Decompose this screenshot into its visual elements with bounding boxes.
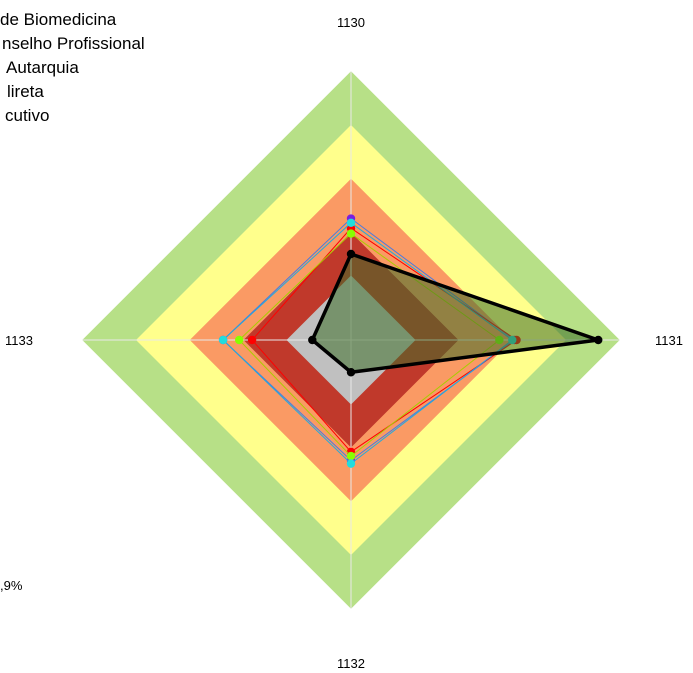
legend-label: Autarquia [6, 58, 79, 77]
radar-point [346, 249, 356, 259]
radar-series [218, 214, 603, 468]
radar-point [346, 229, 356, 238]
radar-point [594, 335, 603, 345]
legend-label: nselho Profissional [2, 34, 145, 53]
radar-point [346, 459, 356, 468]
legend-item: de Biomedicina [0, 8, 200, 32]
radar-series-group [308, 249, 603, 377]
legend-item: cutivo [0, 104, 200, 128]
legend-item: lireta [0, 80, 200, 104]
radar-axis-label: 1133 [5, 333, 33, 348]
note-line: ,9% [0, 578, 23, 593]
legend-item: Autarquia [0, 56, 200, 80]
legend-label: cutivo [5, 106, 50, 125]
radar-axis-label: 1132 [337, 656, 365, 671]
radar-point [308, 335, 317, 345]
radar-point [346, 218, 356, 228]
chart-note: ,9% [0, 575, 60, 597]
legend-label: lireta [7, 82, 44, 101]
radar-point [346, 368, 356, 377]
radar-axis-label: 1130 [337, 15, 365, 30]
radar-axis-labels: 1130 1131 1132 1133 [5, 15, 683, 671]
radar-point [235, 335, 244, 345]
legend-item: nselho Profissional [0, 32, 200, 56]
radar-point [346, 451, 356, 461]
radar-point [247, 335, 257, 345]
radar-point [218, 335, 228, 345]
legend-label: de Biomedicina [0, 10, 117, 29]
legend: de Biomedicina nselho Profissional Autar… [0, 8, 200, 128]
radar-axis-label: 1131 [655, 333, 683, 348]
